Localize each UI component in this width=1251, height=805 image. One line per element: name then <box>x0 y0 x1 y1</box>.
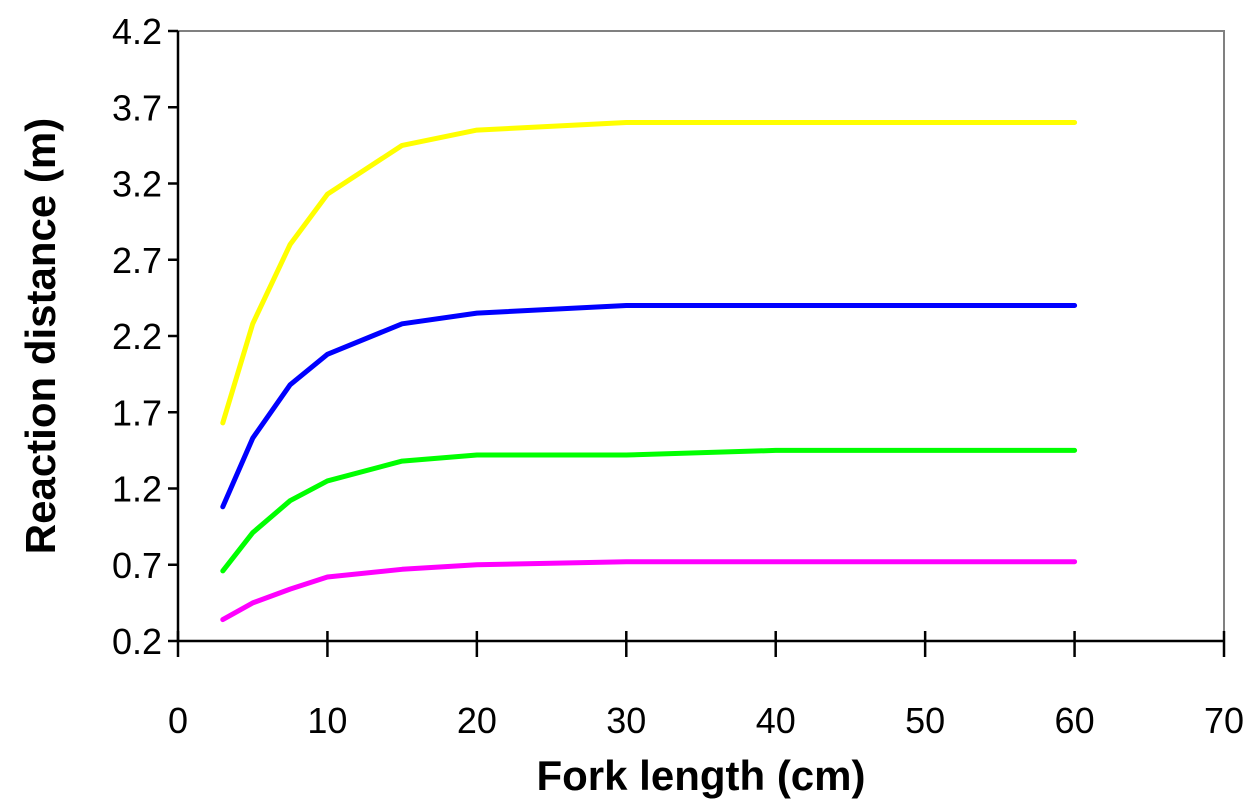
x-tick-label: 0 <box>168 700 188 741</box>
y-tick-label: 0.7 <box>112 545 162 586</box>
x-tick-label: 20 <box>457 700 497 741</box>
series-lines <box>223 123 1075 620</box>
x-axis-ticks: 0 10 20 30 40 50 60 70 <box>168 631 1244 741</box>
x-tick-label: 50 <box>905 700 945 741</box>
y-tick-label: 3.2 <box>112 164 162 205</box>
y-tick-label: 4.2 <box>112 11 162 52</box>
series-line-1 <box>223 123 1075 423</box>
series-line-3 <box>223 450 1075 571</box>
y-axis-ticks: 0.2 0.7 1.2 1.7 2.2 2.7 3.2 3.7 4.2 <box>112 11 178 662</box>
y-tick-label: 1.7 <box>112 392 162 433</box>
y-tick-label: 0.2 <box>112 621 162 662</box>
x-tick-label: 30 <box>606 700 646 741</box>
x-tick-label: 40 <box>756 700 796 741</box>
y-tick-label: 3.7 <box>112 87 162 128</box>
series-line-4 <box>223 562 1075 620</box>
x-axis-title: Fork length (cm) <box>536 752 865 799</box>
x-tick-label: 70 <box>1204 700 1244 741</box>
x-tick-label: 60 <box>1055 700 1095 741</box>
y-axis-title: Reaction distance (m) <box>17 118 64 554</box>
x-tick-label: 10 <box>307 700 347 741</box>
y-tick-label: 2.7 <box>112 240 162 281</box>
y-tick-label: 2.2 <box>112 316 162 357</box>
y-tick-label: 1.2 <box>112 469 162 510</box>
